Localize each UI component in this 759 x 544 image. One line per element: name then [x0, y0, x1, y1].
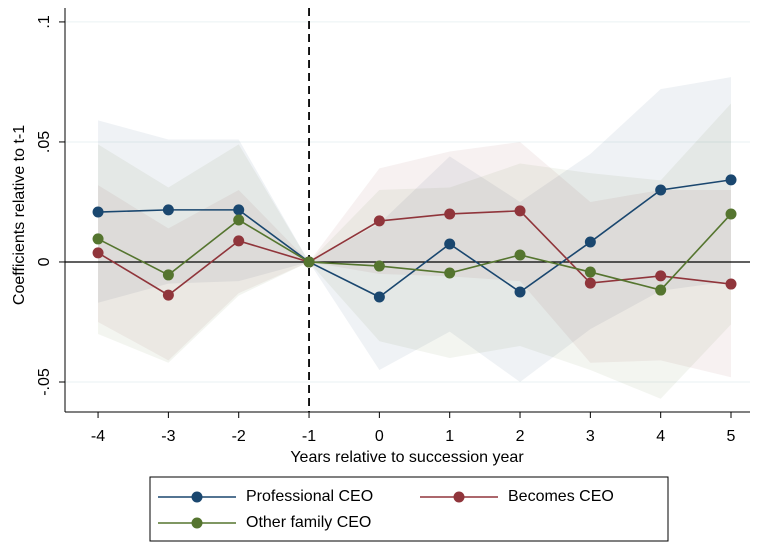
x-tick-label: -2	[232, 428, 246, 445]
point	[92, 233, 104, 245]
legend-label: Professional CEO	[246, 488, 373, 505]
point	[725, 278, 737, 290]
x-tick-label: 2	[516, 428, 525, 445]
y-tick-label: .1	[36, 15, 53, 28]
point	[233, 235, 245, 247]
legend-label: Becomes CEO	[508, 488, 614, 505]
legend-marker	[453, 491, 465, 503]
legend-marker	[191, 517, 203, 529]
series-line	[98, 179, 732, 298]
point	[584, 277, 596, 289]
x-axis-title: Years relative to succession year	[290, 449, 524, 466]
y-axis-title: Coefficients relative to t-1	[11, 125, 28, 305]
x-tick-label: 1	[445, 428, 454, 445]
point	[655, 270, 667, 282]
y-tick-label: -.05	[36, 368, 53, 396]
point	[725, 174, 737, 186]
legend-label: Other family CEO	[246, 514, 371, 531]
x-tick-label: 3	[586, 428, 595, 445]
point	[233, 214, 245, 226]
confidence-band	[98, 141, 732, 378]
x-tick-label: 4	[656, 428, 665, 445]
point	[373, 260, 385, 272]
legend-marker	[191, 491, 203, 503]
confidence-band	[98, 103, 732, 399]
point	[655, 184, 667, 196]
point	[514, 249, 526, 261]
x-tick-label: -4	[91, 428, 105, 445]
point	[444, 267, 456, 279]
point	[233, 204, 245, 216]
confidence-band	[98, 77, 732, 382]
point	[514, 286, 526, 298]
point	[162, 204, 174, 216]
x-tick-label: -3	[161, 428, 175, 445]
point	[444, 208, 456, 220]
point	[373, 291, 385, 303]
point	[92, 247, 104, 259]
point	[303, 256, 315, 268]
point	[444, 238, 456, 250]
point	[373, 215, 385, 227]
y-tick-label: .05	[36, 131, 53, 153]
y-tick-label: 0	[36, 257, 53, 266]
point	[584, 266, 596, 278]
series-line	[97, 210, 732, 297]
x-tick-label: 5	[727, 428, 736, 445]
point	[725, 208, 737, 220]
point	[162, 289, 174, 301]
legend-box	[149, 476, 669, 542]
point	[162, 269, 174, 281]
series-line	[97, 213, 732, 291]
point	[92, 206, 104, 218]
point	[514, 205, 526, 217]
point	[655, 284, 667, 296]
x-tick-label: 0	[375, 428, 384, 445]
x-tick-label: -1	[302, 428, 316, 445]
point	[584, 236, 596, 248]
